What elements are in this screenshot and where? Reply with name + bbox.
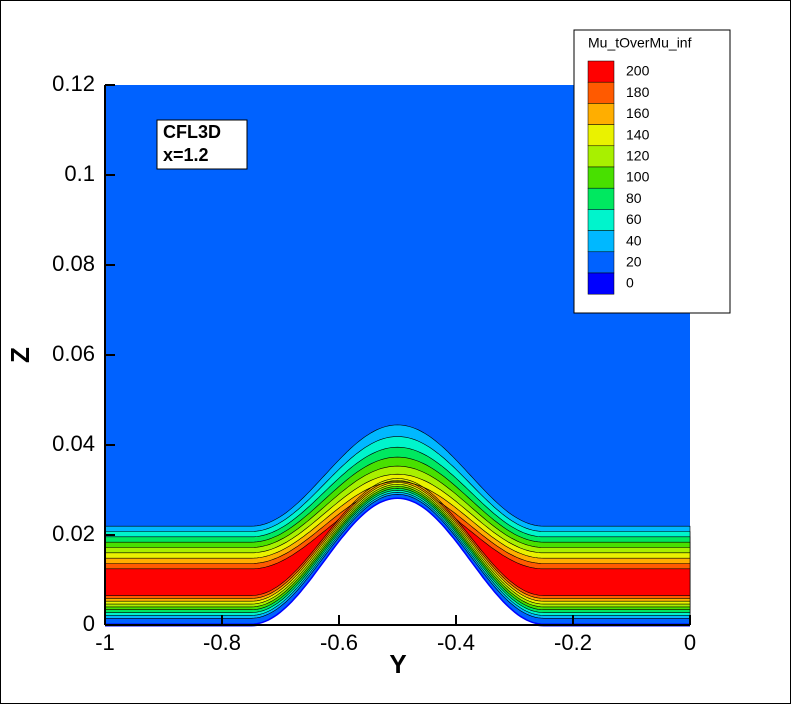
y-tick-label: 0 <box>83 611 95 636</box>
legend-label: 180 <box>626 84 650 100</box>
annotation: x=1.2 <box>163 145 209 165</box>
legend-swatch <box>587 187 615 210</box>
x-tick-label: -0.8 <box>203 630 241 655</box>
y-axis-label: Z <box>5 347 35 363</box>
legend-label: 120 <box>626 148 650 164</box>
contour-band <box>104 478 691 596</box>
legend-label: 160 <box>626 105 650 121</box>
legend-label: 20 <box>626 254 642 270</box>
legend-label: 200 <box>626 63 650 79</box>
legend: Mu_tOverMu_inf 2001801601401201008060402… <box>573 29 731 314</box>
plot-area <box>104 85 691 627</box>
annotation-box <box>156 119 248 170</box>
legend-swatch <box>587 103 615 125</box>
y-tick-label: 0.12 <box>52 71 95 96</box>
legend-swatch <box>587 60 615 83</box>
x-tick-label: -0.4 <box>437 630 475 655</box>
axes: -1 -0.8 -0.6 -0.4 -0.2 0 0 0.02 0.04 0.06 0.08 0.1 0… <box>52 71 696 655</box>
y-tick-label: 0.02 <box>52 521 95 546</box>
legend-swatch <box>587 166 615 189</box>
y-tick-label: 0.08 <box>52 251 95 276</box>
legend-swatch <box>587 251 615 274</box>
y-tick-label: 0.1 <box>64 161 95 186</box>
legend-swatch <box>587 209 615 231</box>
legend-label: 80 <box>626 190 642 206</box>
x-axis-label: Y <box>389 649 406 679</box>
legend-label: 140 <box>626 126 650 142</box>
legend-swatch <box>587 81 615 104</box>
x-tick-label: 0 <box>684 630 696 655</box>
annotation: CFL3D <box>163 122 221 142</box>
wall <box>105 499 690 626</box>
legend-title: Mu_tOverMu_inf <box>588 35 692 51</box>
legend-label: 100 <box>626 169 650 185</box>
x-tick-label: -0.2 <box>554 630 592 655</box>
legend-swatch <box>587 124 615 147</box>
legend-label: 40 <box>626 232 642 248</box>
legend-label: 0 <box>626 275 634 291</box>
legend-swatch <box>587 230 615 253</box>
y-tick-label: 0.04 <box>52 431 95 456</box>
x-tick-label: -1 <box>95 630 115 655</box>
legend-label: 60 <box>626 211 642 227</box>
y-tick-label: 0.06 <box>52 341 95 366</box>
legend-swatch <box>587 272 615 295</box>
x-tick-label: -0.6 <box>320 630 358 655</box>
legend-swatch <box>587 145 615 168</box>
